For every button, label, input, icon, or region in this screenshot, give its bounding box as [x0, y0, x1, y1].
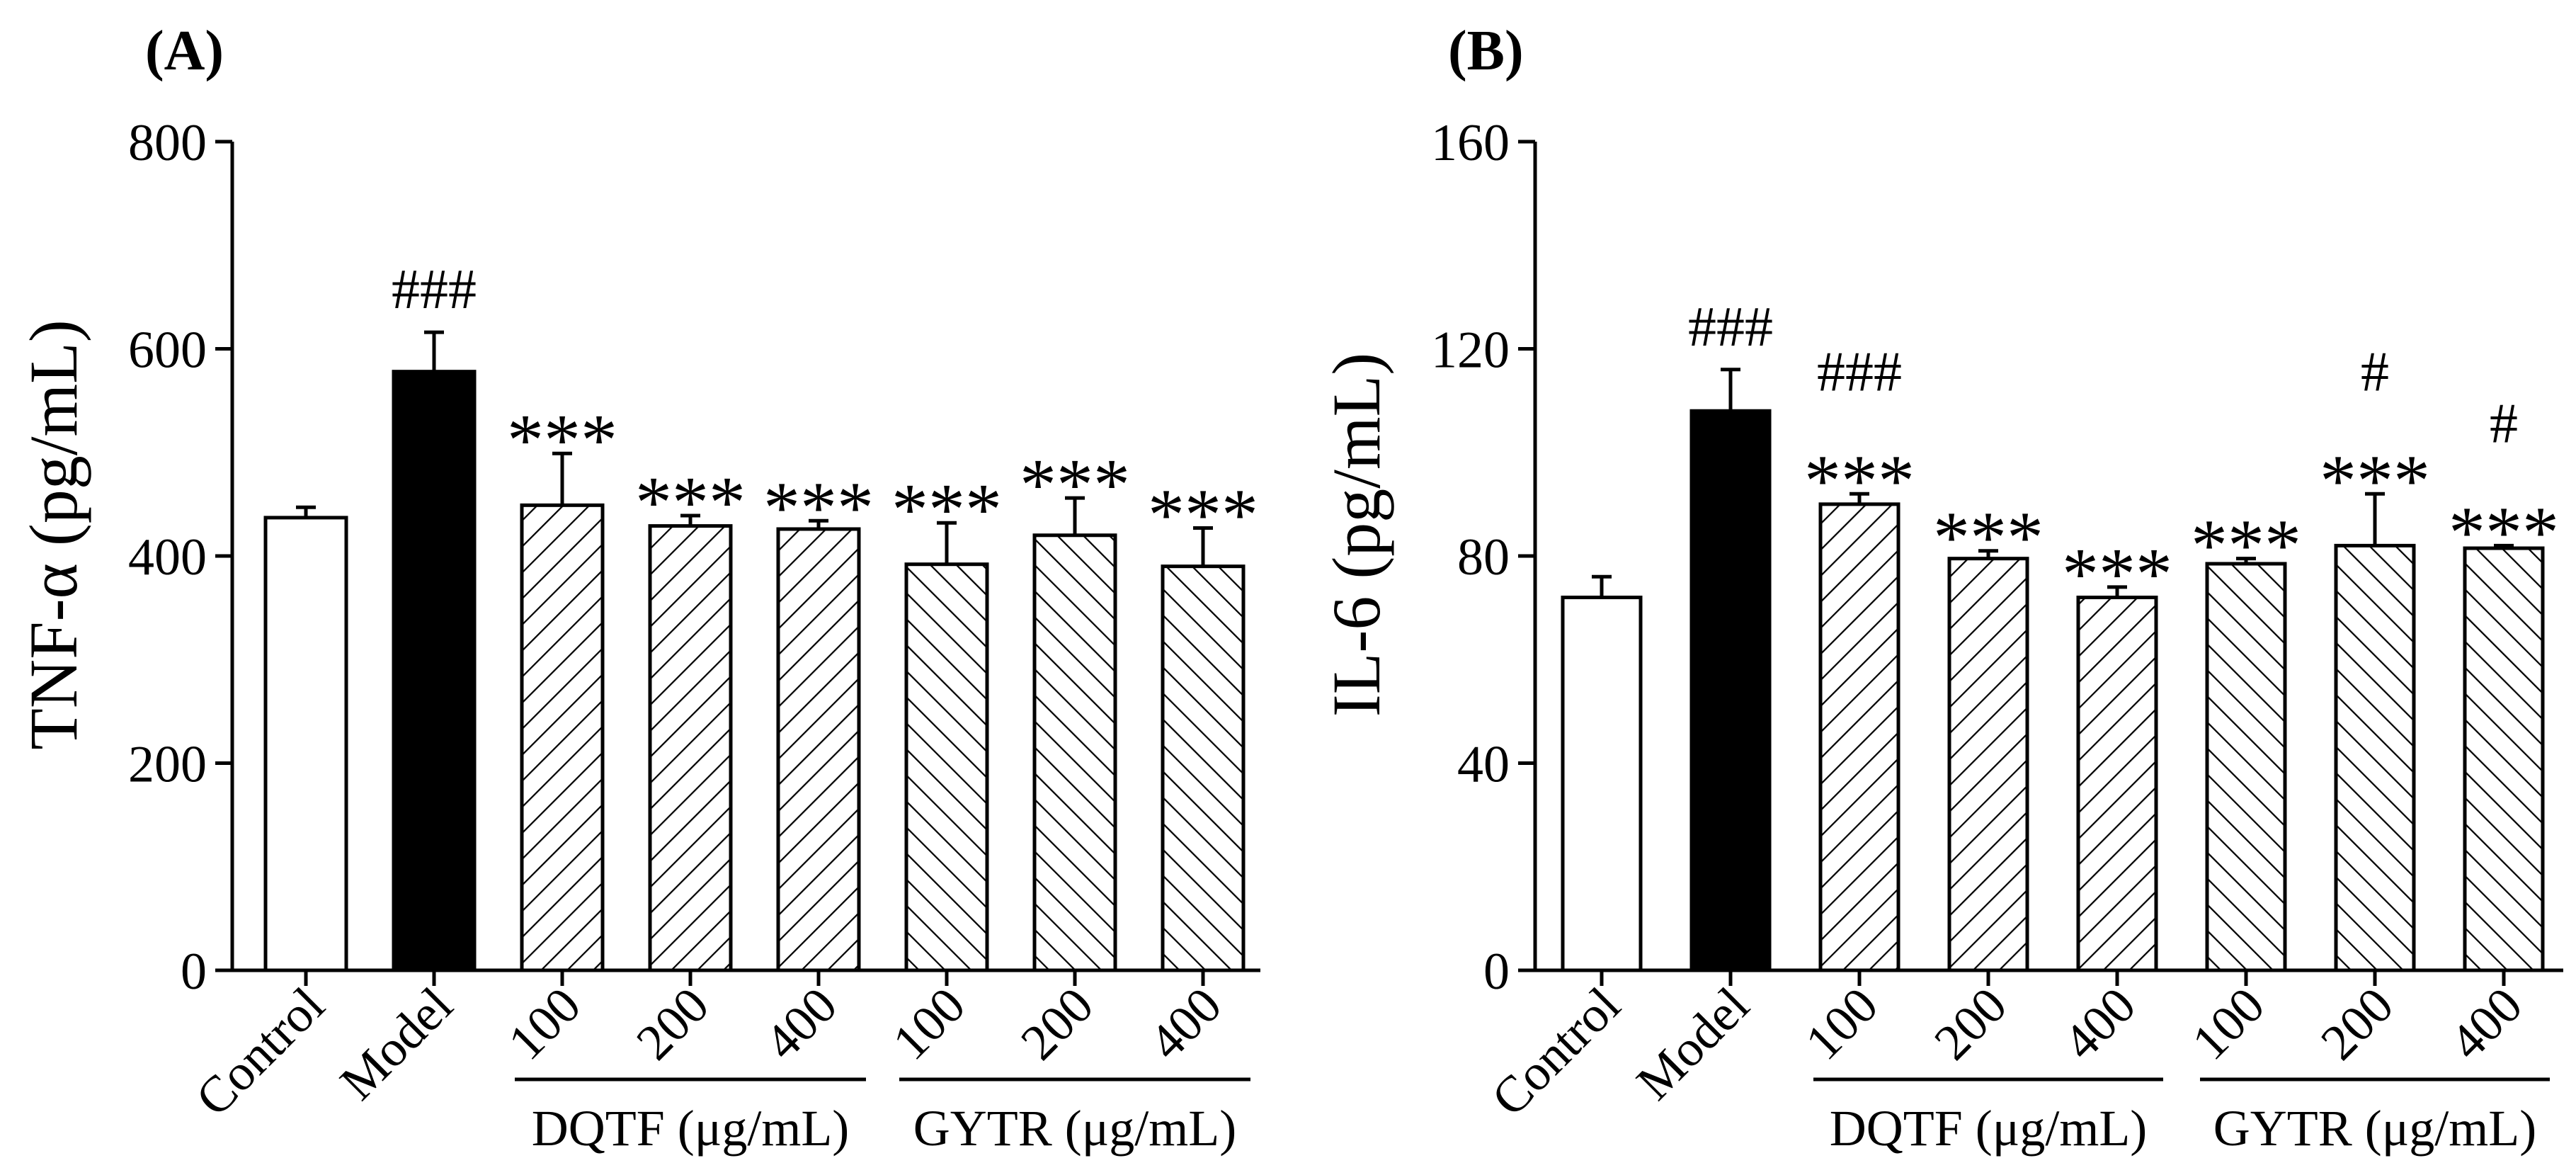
bar	[776, 527, 861, 972]
bar	[2205, 562, 2287, 972]
category-label: 100	[2181, 977, 2275, 1071]
panel-b: (B) IL-6 (pg/mL) 04080120160ControlModel…	[1318, 20, 2563, 1157]
significance-mark: ###	[392, 259, 477, 321]
category-label: 100	[882, 977, 976, 1071]
significance-mark: ***	[1020, 444, 1130, 526]
category-label: 400	[753, 977, 848, 1071]
y-tick-label: 160	[1431, 114, 1510, 172]
bar	[263, 516, 348, 972]
category-label: 200	[1010, 977, 1104, 1071]
significance-mark: ***	[507, 399, 617, 481]
bar	[2076, 596, 2158, 972]
category-label: Model	[1626, 977, 1760, 1111]
significance-mark: ***	[2062, 533, 2172, 615]
y-tick-label: 80	[1457, 528, 1510, 586]
panel-b-y-axis-label: IL-6 (pg/mL)	[1318, 353, 1394, 717]
category-label: 400	[2439, 977, 2533, 1071]
group-label: GYTR (μg/mL)	[913, 1100, 1237, 1157]
significance-mark: ***	[1804, 440, 1915, 521]
significance-mark: ***	[2320, 440, 2430, 521]
y-tick-label: 0	[181, 943, 207, 1001]
y-tick-label: 400	[128, 528, 207, 586]
category-label: 400	[2052, 977, 2146, 1071]
group-label: DQTF (μg/mL)	[1830, 1100, 2148, 1157]
panel-a-label: (A)	[145, 20, 224, 82]
bar	[1561, 596, 1643, 972]
significance-mark: ***	[891, 469, 1002, 550]
panel-b-label: (B)	[1448, 20, 1524, 82]
significance-mark: ***	[763, 467, 874, 548]
significance-mark: ***	[2449, 492, 2559, 573]
y-tick-label: 600	[128, 322, 207, 380]
significance-mark: ***	[2191, 505, 2301, 586]
category-label: 100	[497, 977, 591, 1071]
category-label: 200	[625, 977, 719, 1071]
category-label: 400	[1138, 977, 1232, 1071]
panel-a-y-axis-label: TNF-α (pg/mL)	[16, 319, 91, 750]
category-label: Control	[185, 977, 335, 1127]
significance-mark: ###	[1817, 341, 1902, 403]
y-tick-label: 800	[128, 114, 207, 172]
significance-mark: ***	[1148, 475, 1258, 556]
bar	[520, 503, 605, 972]
category-label: 200	[2310, 977, 2404, 1071]
bar	[392, 370, 477, 972]
group-label: DQTF (μg/mL)	[532, 1100, 850, 1157]
significance-mark: #	[2361, 341, 2389, 403]
bar	[1032, 533, 1117, 972]
y-tick-label: 120	[1431, 322, 1510, 380]
y-tick-label: 0	[1483, 943, 1510, 1001]
category-label: 200	[1923, 977, 2017, 1071]
bar	[904, 562, 989, 972]
y-tick-label: 200	[128, 736, 207, 794]
significance-mark: ***	[1933, 497, 2044, 579]
category-label: 100	[1794, 977, 1888, 1071]
bar	[1818, 502, 1900, 972]
bar	[1947, 557, 2029, 972]
bar	[2334, 543, 2416, 972]
bar	[1689, 409, 1772, 972]
category-label: Model	[329, 977, 463, 1111]
bar	[1161, 564, 1246, 972]
y-tick-label: 40	[1457, 736, 1510, 794]
group-label: GYTR (μg/mL)	[2213, 1100, 2537, 1157]
bar	[2463, 546, 2545, 972]
panel-a: (A) TNF-α (pg/mL) 0 200 400 600 800 ControlMo…	[16, 20, 1260, 1157]
significance-mark: #	[2490, 392, 2518, 455]
bar	[648, 524, 733, 972]
significance-mark: ***	[635, 462, 746, 543]
significance-mark: ###	[1688, 296, 1773, 358]
